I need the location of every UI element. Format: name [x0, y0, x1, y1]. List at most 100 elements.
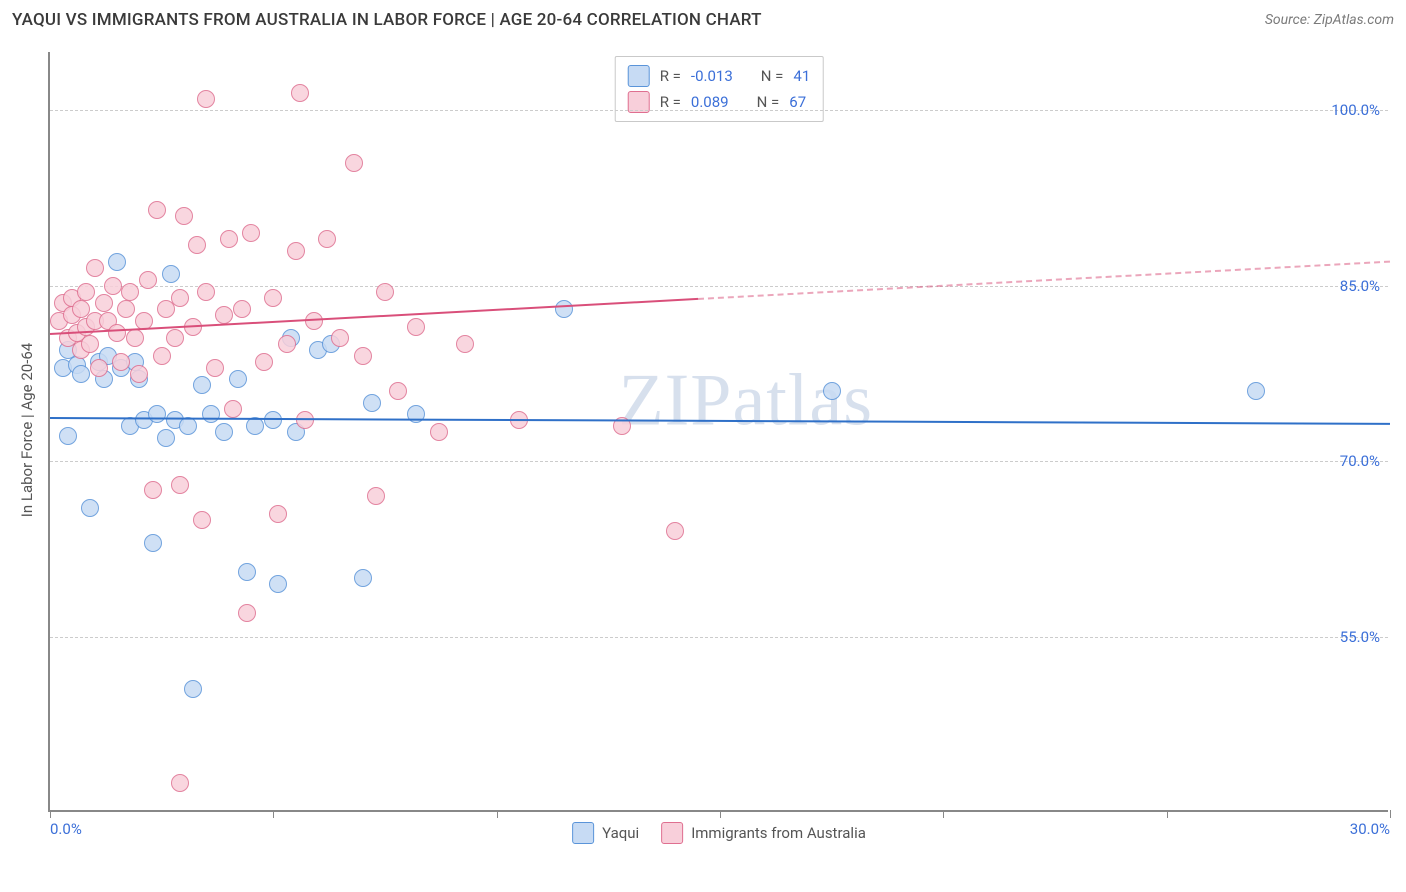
data-point: [171, 774, 189, 792]
y-tick-label: 70.0%: [1340, 452, 1380, 470]
data-point: [108, 253, 126, 271]
legend-r-value: -0.013: [691, 67, 733, 85]
legend-n-label: N =: [757, 93, 780, 111]
data-point: [354, 569, 372, 587]
y-tick-label: 85.0%: [1340, 277, 1380, 295]
data-point: [166, 329, 184, 347]
legend-r-value: 0.089: [691, 93, 729, 111]
data-point: [238, 563, 256, 581]
legend-n-value: 41: [793, 67, 810, 85]
data-point: [104, 277, 122, 295]
data-point: [264, 411, 282, 429]
data-point: [367, 487, 385, 505]
data-point: [202, 405, 220, 423]
data-point: [175, 207, 193, 225]
y-axis-label: In Labor Force | Age 20-64: [18, 343, 36, 517]
data-point: [171, 476, 189, 494]
data-point: [242, 224, 260, 242]
data-point: [179, 417, 197, 435]
data-point: [287, 242, 305, 260]
data-point: [121, 283, 139, 301]
legend-row: R = -0.013 N = 41: [628, 63, 811, 89]
correlation-legend: R = -0.013 N = 41 R = 0.089 N = 67: [615, 56, 824, 122]
legend-swatch-icon: [628, 65, 650, 87]
data-point: [90, 359, 108, 377]
plot-area: ZIPatlas R = -0.013 N = 41 R = 0.089 N =…: [48, 52, 1388, 812]
data-point: [148, 201, 166, 219]
data-point: [95, 294, 113, 312]
data-point: [144, 534, 162, 552]
data-point: [224, 400, 242, 418]
data-point: [81, 335, 99, 353]
data-point: [354, 347, 372, 365]
legend-item: Immigrants from Australia: [661, 822, 866, 844]
data-point: [72, 365, 90, 383]
data-point: [255, 353, 273, 371]
data-point: [345, 154, 363, 172]
data-point: [555, 300, 573, 318]
y-tick-label: 55.0%: [1340, 628, 1380, 646]
data-point: [331, 329, 349, 347]
data-point: [296, 411, 314, 429]
data-point: [456, 335, 474, 353]
gridline: [50, 110, 1388, 111]
data-point: [666, 522, 684, 540]
data-point: [363, 394, 381, 412]
data-point: [430, 423, 448, 441]
legend-swatch-icon: [572, 822, 594, 844]
data-point: [278, 335, 296, 353]
x-tick-label: 30.0%: [1350, 820, 1390, 838]
data-point: [193, 376, 211, 394]
data-point: [376, 283, 394, 301]
chart-container: YAQUI VS IMMIGRANTS FROM AUSTRALIA IN LA…: [0, 0, 1406, 892]
data-point: [112, 353, 130, 371]
data-point: [130, 365, 148, 383]
data-point: [197, 90, 215, 108]
data-point: [823, 382, 841, 400]
gridline: [50, 637, 1388, 638]
data-point: [59, 427, 77, 445]
data-point: [153, 347, 171, 365]
trend-line-extrapolated: [698, 260, 1390, 299]
data-point: [206, 359, 224, 377]
gridline: [50, 461, 1388, 462]
data-point: [291, 84, 309, 102]
legend-swatch-icon: [661, 822, 683, 844]
data-point: [407, 318, 425, 336]
data-point: [215, 306, 233, 324]
data-point: [220, 230, 238, 248]
y-tick-label: 100.0%: [1331, 101, 1380, 119]
data-point: [144, 481, 162, 499]
x-tick: [1390, 810, 1391, 818]
data-point: [238, 604, 256, 622]
x-tick: [1167, 810, 1168, 818]
legend-r-label: R =: [660, 67, 681, 85]
data-point: [318, 230, 336, 248]
data-point: [215, 423, 233, 441]
legend-label: Yaqui: [602, 824, 639, 842]
legend-item: Yaqui: [572, 822, 639, 844]
data-point: [1247, 382, 1265, 400]
watermark: ZIPatlas: [618, 358, 873, 443]
series-legend: Yaqui Immigrants from Australia: [572, 822, 866, 844]
data-point: [233, 300, 251, 318]
x-tick: [943, 810, 944, 818]
legend-n-label: N =: [761, 67, 784, 85]
x-tick: [273, 810, 274, 818]
x-tick: [50, 810, 51, 818]
data-point: [389, 382, 407, 400]
gridline: [50, 286, 1388, 287]
chart-title: YAQUI VS IMMIGRANTS FROM AUSTRALIA IN LA…: [12, 10, 762, 30]
data-point: [197, 283, 215, 301]
data-point: [139, 271, 157, 289]
data-point: [407, 405, 425, 423]
data-point: [162, 265, 180, 283]
data-point: [171, 289, 189, 307]
data-point: [264, 289, 282, 307]
source-attribution: Source: ZipAtlas.com: [1265, 12, 1394, 28]
data-point: [86, 259, 104, 277]
data-point: [108, 324, 126, 342]
data-point: [77, 283, 95, 301]
x-tick-label: 0.0%: [50, 820, 82, 838]
data-point: [193, 511, 211, 529]
